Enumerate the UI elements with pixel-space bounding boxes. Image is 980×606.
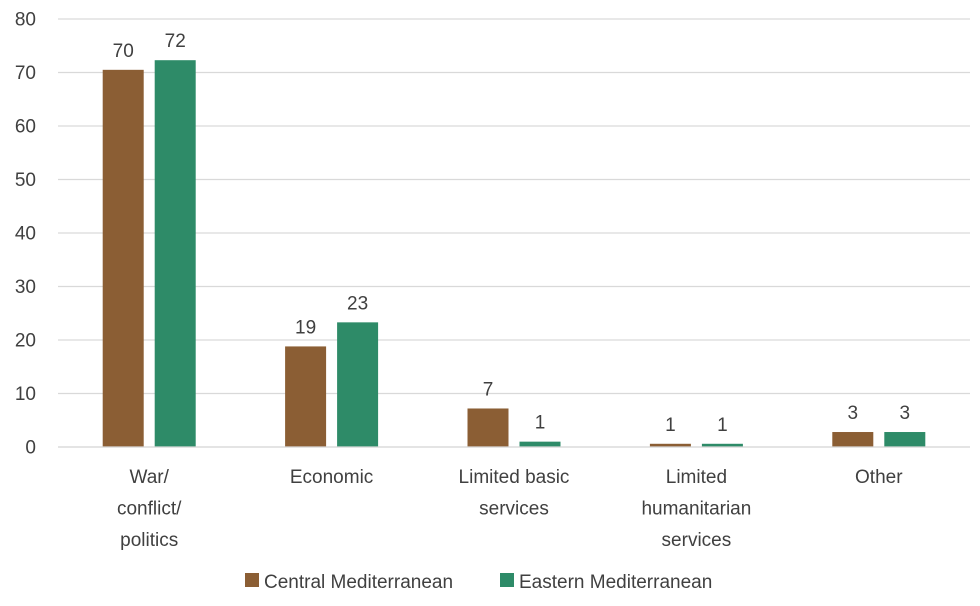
bar-central-1: [285, 346, 327, 447]
gridlines: [58, 18, 970, 448]
x-category-line: Limited: [666, 467, 727, 488]
y-tick-label: 10: [15, 384, 36, 405]
bar-eastern-2: [519, 441, 561, 447]
x-category-label: Limited humanitarian services: [641, 467, 751, 551]
bars: [102, 60, 926, 447]
x-category-line: Other: [855, 467, 903, 488]
y-tick-label: 70: [15, 63, 36, 84]
x-category-line: Limited basic: [459, 467, 570, 488]
data-label: 7: [483, 379, 494, 400]
data-label: 1: [535, 413, 546, 434]
y-axis: 0 10 20 30 40 50 60 70 80: [15, 10, 36, 459]
y-tick-label: 40: [15, 224, 36, 245]
bar-eastern-0: [154, 60, 196, 447]
x-category-line: services: [662, 530, 732, 551]
y-tick-label: 20: [15, 331, 36, 352]
x-category-label: Limited basic services: [459, 467, 570, 520]
legend: Central Mediterranean Eastern Mediterrane…: [245, 572, 712, 593]
x-category-line: politics: [120, 530, 178, 551]
bar-central-2: [467, 408, 509, 447]
data-label: 3: [900, 403, 911, 424]
data-label: 1: [717, 415, 728, 436]
bar-eastern-4: [884, 432, 926, 447]
x-category-label: War/conflict/politics: [117, 467, 182, 551]
bar-central-4: [832, 432, 874, 447]
y-tick-label: 0: [25, 438, 36, 459]
data-label: 23: [347, 293, 368, 314]
x-category-line: War/: [129, 467, 169, 488]
data-label: 19: [295, 317, 316, 338]
bar-central-0: [102, 69, 144, 447]
x-category-line: conflict/: [117, 499, 182, 520]
x-axis: War/conflict/politics Economic Limited bas…: [58, 446, 970, 551]
y-tick-label: 60: [15, 117, 36, 138]
y-tick-label: 50: [15, 170, 36, 191]
data-label: 72: [165, 31, 186, 52]
bar-eastern-1: [337, 322, 379, 447]
data-label: 3: [848, 403, 859, 424]
x-category-label: Other: [855, 467, 903, 488]
bar-central-3: [649, 443, 691, 447]
bar-eastern-3: [701, 443, 743, 447]
x-category-line: services: [479, 499, 549, 520]
x-category-line: Economic: [290, 467, 373, 488]
x-category-label: Economic: [290, 467, 373, 488]
data-label: 1: [665, 415, 676, 436]
y-tick-label: 30: [15, 277, 36, 298]
y-tick-label: 80: [15, 10, 36, 31]
legend-label-eastern: Eastern Mediterranean: [519, 572, 712, 593]
x-category-line: humanitarian: [641, 499, 751, 520]
legend-swatch-central: [245, 573, 259, 587]
legend-swatch-eastern: [500, 573, 514, 587]
data-label: 70: [113, 41, 134, 62]
data-labels: 70 72 19 23 7 1 1 1 3 3: [113, 31, 910, 436]
legend-label-central: Central Mediterranean: [264, 572, 453, 593]
